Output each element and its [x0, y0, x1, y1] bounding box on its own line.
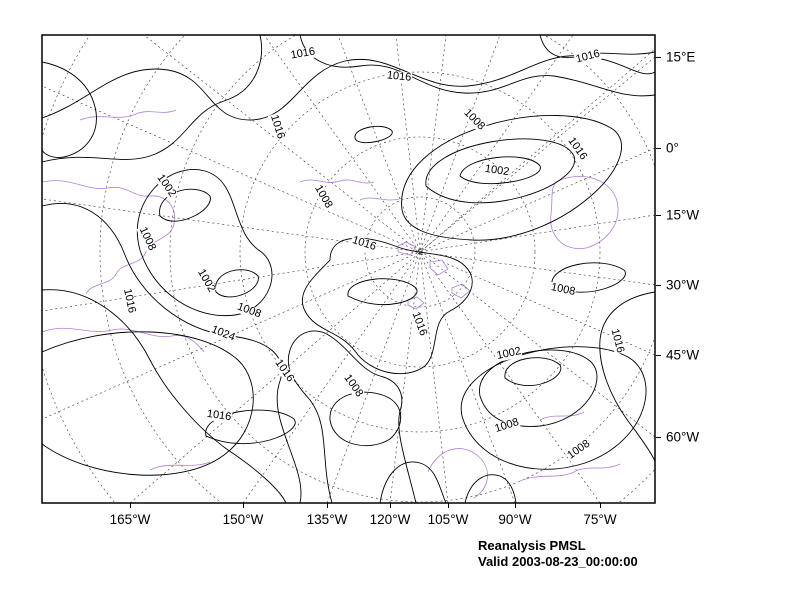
coastline — [539, 411, 585, 421]
right-tick-label: 45°W — [666, 347, 700, 363]
meridian-line — [129, 48, 655, 503]
contour-line — [42, 55, 655, 121]
plot-valid-time: Valid 2003-08-23_00:00:00 — [478, 554, 638, 569]
bottom-tick-mark — [448, 503, 449, 508]
coastline — [397, 241, 417, 256]
bottom-tick-mark — [243, 503, 244, 508]
coastline — [451, 283, 471, 299]
contour-line — [401, 115, 622, 241]
coastline — [79, 109, 177, 121]
map-frame — [41, 34, 656, 504]
contour-line — [347, 278, 418, 305]
coastline — [42, 180, 176, 295]
meridian-line — [389, 35, 447, 503]
right-tick-mark — [656, 148, 661, 149]
right-tick-mark — [656, 355, 661, 356]
coastline — [427, 448, 488, 499]
parallel-circle — [239, 71, 601, 433]
coastline — [550, 175, 619, 250]
coastline — [359, 197, 403, 201]
bottom-tick-label: 135°W — [306, 512, 348, 527]
bottom-tick-mark — [327, 503, 328, 508]
contour-line — [329, 391, 402, 446]
coastline — [517, 463, 621, 483]
contour-line — [551, 262, 626, 293]
parallel-circle — [169, 35, 655, 503]
contour-line — [425, 138, 575, 204]
meridian-line — [263, 35, 601, 503]
contour-line — [42, 331, 254, 476]
right-tick-label: 0° — [666, 140, 679, 156]
right-tick-mark — [656, 285, 661, 286]
contour-line — [301, 237, 473, 374]
plot-title: Reanalysis PMSL — [478, 538, 586, 553]
right-tick-mark — [656, 215, 661, 216]
bottom-tick-mark — [515, 503, 516, 508]
meridian-line — [395, 35, 449, 503]
contour-line — [299, 35, 655, 97]
right-tick-label: 60°W — [666, 429, 700, 445]
parallel-circle — [99, 35, 655, 503]
contour-line — [287, 330, 417, 503]
right-tick-label: 30°W — [666, 277, 700, 293]
meridian-line — [337, 35, 516, 503]
contour-line — [42, 203, 302, 503]
meridian-line — [42, 147, 655, 420]
contour-line — [599, 291, 655, 462]
bottom-tick-mark — [130, 503, 131, 508]
contour-line — [459, 156, 541, 185]
contour-line — [159, 188, 211, 222]
coastline — [429, 259, 449, 276]
bottom-tick-mark — [390, 503, 391, 508]
coastlines — [42, 109, 621, 499]
contour-line — [354, 125, 393, 144]
parallel-circle — [304, 136, 536, 368]
contour-line — [215, 269, 259, 298]
bottom-tick-label: 75°W — [583, 512, 617, 527]
contour-line — [379, 461, 447, 503]
contour-lines — [42, 35, 655, 503]
meridian-line — [242, 35, 574, 503]
coastline — [407, 296, 425, 310]
right-tick-mark — [656, 437, 661, 438]
contour-line — [136, 169, 273, 317]
coastline — [42, 327, 205, 353]
contour-line — [42, 35, 263, 163]
bottom-tick-label: 150°W — [222, 512, 264, 527]
coastline — [299, 179, 375, 184]
meridian-line — [42, 214, 655, 312]
bottom-tick-label: 120°W — [369, 512, 411, 527]
contour-line — [504, 357, 562, 387]
bottom-tick-mark — [600, 503, 601, 508]
coastline — [149, 461, 211, 471]
bottom-tick-label: 90°W — [498, 512, 532, 527]
parallel-circle — [364, 196, 476, 308]
contour-line — [464, 474, 517, 503]
right-tick-label: 15°W — [666, 207, 700, 223]
right-tick-label: 15°E — [666, 49, 696, 65]
contour-line — [42, 61, 97, 158]
meridian-line — [42, 198, 655, 286]
contour-line — [42, 289, 287, 503]
meridian-line — [42, 85, 655, 356]
meridian-line — [419, 56, 655, 253]
right-tick-mark — [656, 57, 661, 58]
bottom-tick-label: 165°W — [109, 512, 151, 527]
bottom-tick-label: 105°W — [427, 512, 469, 527]
meridian-line — [326, 35, 501, 503]
meridian-line — [143, 35, 655, 438]
